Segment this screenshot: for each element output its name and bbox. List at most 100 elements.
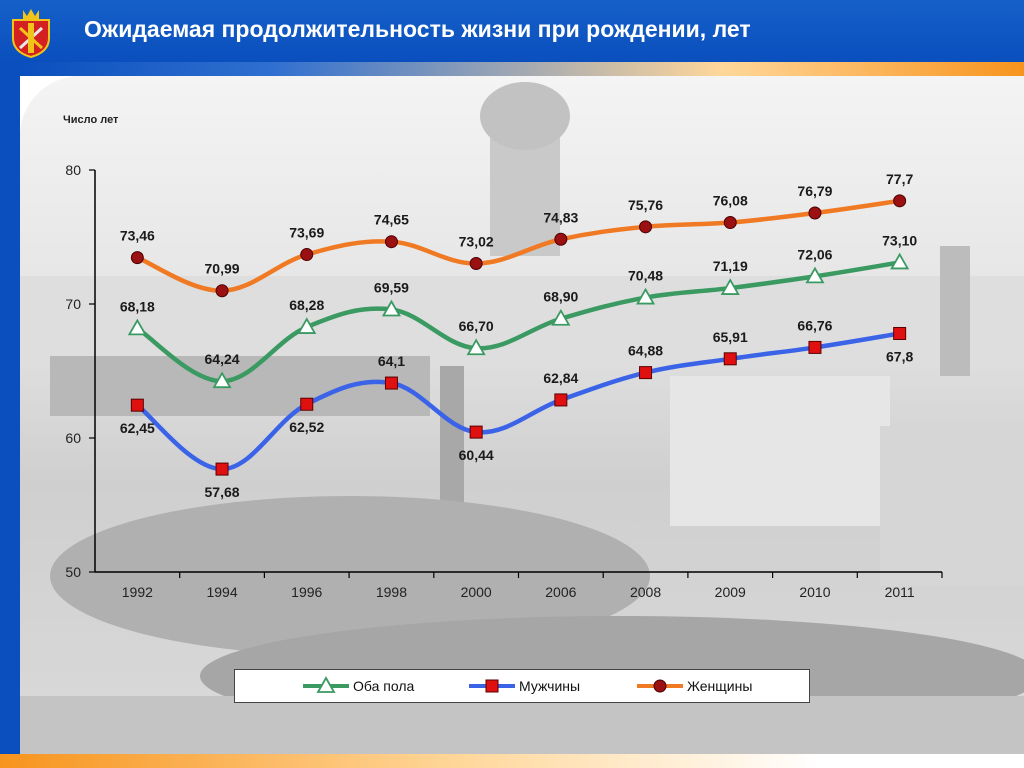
series-line-both (135, 260, 902, 384)
data-label-men: 62,52 (289, 419, 324, 435)
marker-both (720, 278, 740, 295)
data-label-both: 68,28 (289, 297, 324, 313)
marker-women (893, 194, 907, 208)
x-tick-label: 1998 (376, 584, 407, 600)
marker-women-legend (653, 679, 667, 693)
x-tick-label: 2008 (630, 584, 661, 600)
marker-both (805, 266, 825, 284)
series-both: 68,18 64,24 68,28 69,59 66,70 68,90 70,48 71,19… (120, 232, 917, 389)
x-tick-label: 1996 (291, 584, 322, 600)
data-label-men: 60,44 (459, 447, 494, 463)
marker-men (469, 425, 483, 439)
left-band-decoration (0, 62, 20, 758)
data-label-women: 73,69 (289, 225, 324, 241)
series-line-men (135, 331, 902, 472)
marker-men (300, 397, 314, 411)
series-line-women (135, 198, 902, 293)
x-tick-label: 2010 (799, 584, 830, 600)
data-label-men: 65,91 (713, 329, 748, 345)
chart-legend: Оба пола Мужчины Женщины (234, 669, 810, 703)
marker-men (215, 462, 229, 476)
data-label-men: 62,45 (120, 420, 155, 436)
marker-women (384, 235, 398, 249)
data-label-both: 72,06 (797, 246, 832, 262)
data-label-women: 74,65 (374, 212, 409, 228)
marker-both (212, 371, 232, 389)
legend-label-women: Женщины (687, 678, 752, 694)
x-tick-label: 1994 (206, 584, 237, 600)
marker-men (893, 326, 907, 340)
data-label-both: 70,48 (628, 268, 663, 284)
data-label-both: 66,70 (459, 318, 494, 334)
marker-men (808, 340, 822, 354)
data-label-men: 64,1 (378, 353, 405, 369)
marker-men (384, 376, 398, 390)
marker-both (381, 299, 402, 317)
marker-women (808, 206, 822, 220)
page-title: Ожидаемая продолжительность жизни при ро… (84, 16, 751, 42)
x-tick-label: 2009 (715, 584, 746, 600)
marker-both (551, 308, 571, 326)
legend-item-women: Женщины (637, 678, 752, 694)
y-tick-label: 50 (65, 564, 81, 580)
series-women: 73,46 70,99 73,69 74,65 73,02 74,83 75,76 76,08… (120, 171, 913, 298)
data-label-both: 68,18 (120, 298, 155, 314)
data-label-men: 66,76 (797, 317, 832, 333)
data-label-men: 57,68 (205, 484, 240, 500)
marker-men (554, 393, 568, 407)
marker-women (554, 232, 568, 246)
marker-men-legend (485, 679, 499, 693)
legend-item-both: Оба пола (303, 676, 414, 694)
y-tick-label: 70 (65, 296, 81, 312)
data-label-men: 64,88 (628, 343, 663, 359)
x-tick-label: 2011 (885, 584, 915, 600)
data-label-both: 68,90 (543, 289, 578, 305)
marker-both-legend (316, 676, 336, 693)
data-label-women: 73,46 (120, 228, 155, 244)
data-label-women: 76,79 (797, 183, 832, 199)
marker-women (469, 257, 483, 271)
marker-women (130, 251, 144, 265)
data-label-women: 75,76 (628, 197, 663, 213)
legend-entries: Оба пола Мужчины Женщины (303, 676, 752, 694)
marker-both (297, 317, 317, 334)
top-stripe-decoration (20, 62, 1024, 76)
marker-women (723, 216, 737, 230)
marker-both (635, 287, 656, 305)
marker-women (215, 284, 229, 298)
marker-men (130, 398, 144, 412)
data-label-women: 76,08 (713, 193, 748, 209)
legend-item-men: Мужчины (469, 678, 580, 694)
legend-label-both: Оба пола (353, 678, 414, 694)
data-label-women: 73,02 (459, 234, 494, 250)
chart-axes: 50 60 70 80 1992 1994 1996 1998 2000 2006 2008 2009… (65, 162, 943, 600)
data-label-men: 67,8 (886, 348, 913, 364)
x-tick-label: 2000 (461, 584, 492, 600)
data-label-women: 70,99 (205, 261, 240, 277)
data-label-women: 77,7 (886, 171, 913, 187)
data-label-both: 73,10 (882, 232, 917, 248)
marker-both (890, 252, 910, 270)
header-bar: Ожидаемая продолжительность жизни при ро… (0, 0, 1024, 62)
data-label-both: 69,59 (374, 279, 409, 295)
marker-both (466, 338, 486, 356)
data-label-men: 62,84 (543, 370, 578, 386)
bottom-stripe-decoration (0, 754, 1024, 768)
marker-both (127, 318, 147, 336)
content-panel (20, 76, 1024, 754)
y-tick-label: 60 (65, 430, 81, 446)
series-men: 62,45 57,68 62,52 64,1 60,44 62,84 64,88 65,91 6… (120, 317, 914, 500)
legend-label-men: Мужчины (519, 678, 580, 694)
y-tick-label: 80 (65, 162, 81, 178)
y-axis-label: Число лет (63, 114, 119, 126)
data-label-both: 71,19 (713, 258, 748, 274)
marker-men (723, 352, 737, 366)
marker-men (639, 366, 653, 380)
marker-women (639, 220, 653, 234)
city-emblem-icon (12, 9, 50, 58)
x-tick-label: 1992 (122, 584, 153, 600)
marker-women (300, 248, 314, 262)
x-tick-label: 2006 (545, 584, 576, 600)
data-label-women: 74,83 (543, 209, 578, 225)
